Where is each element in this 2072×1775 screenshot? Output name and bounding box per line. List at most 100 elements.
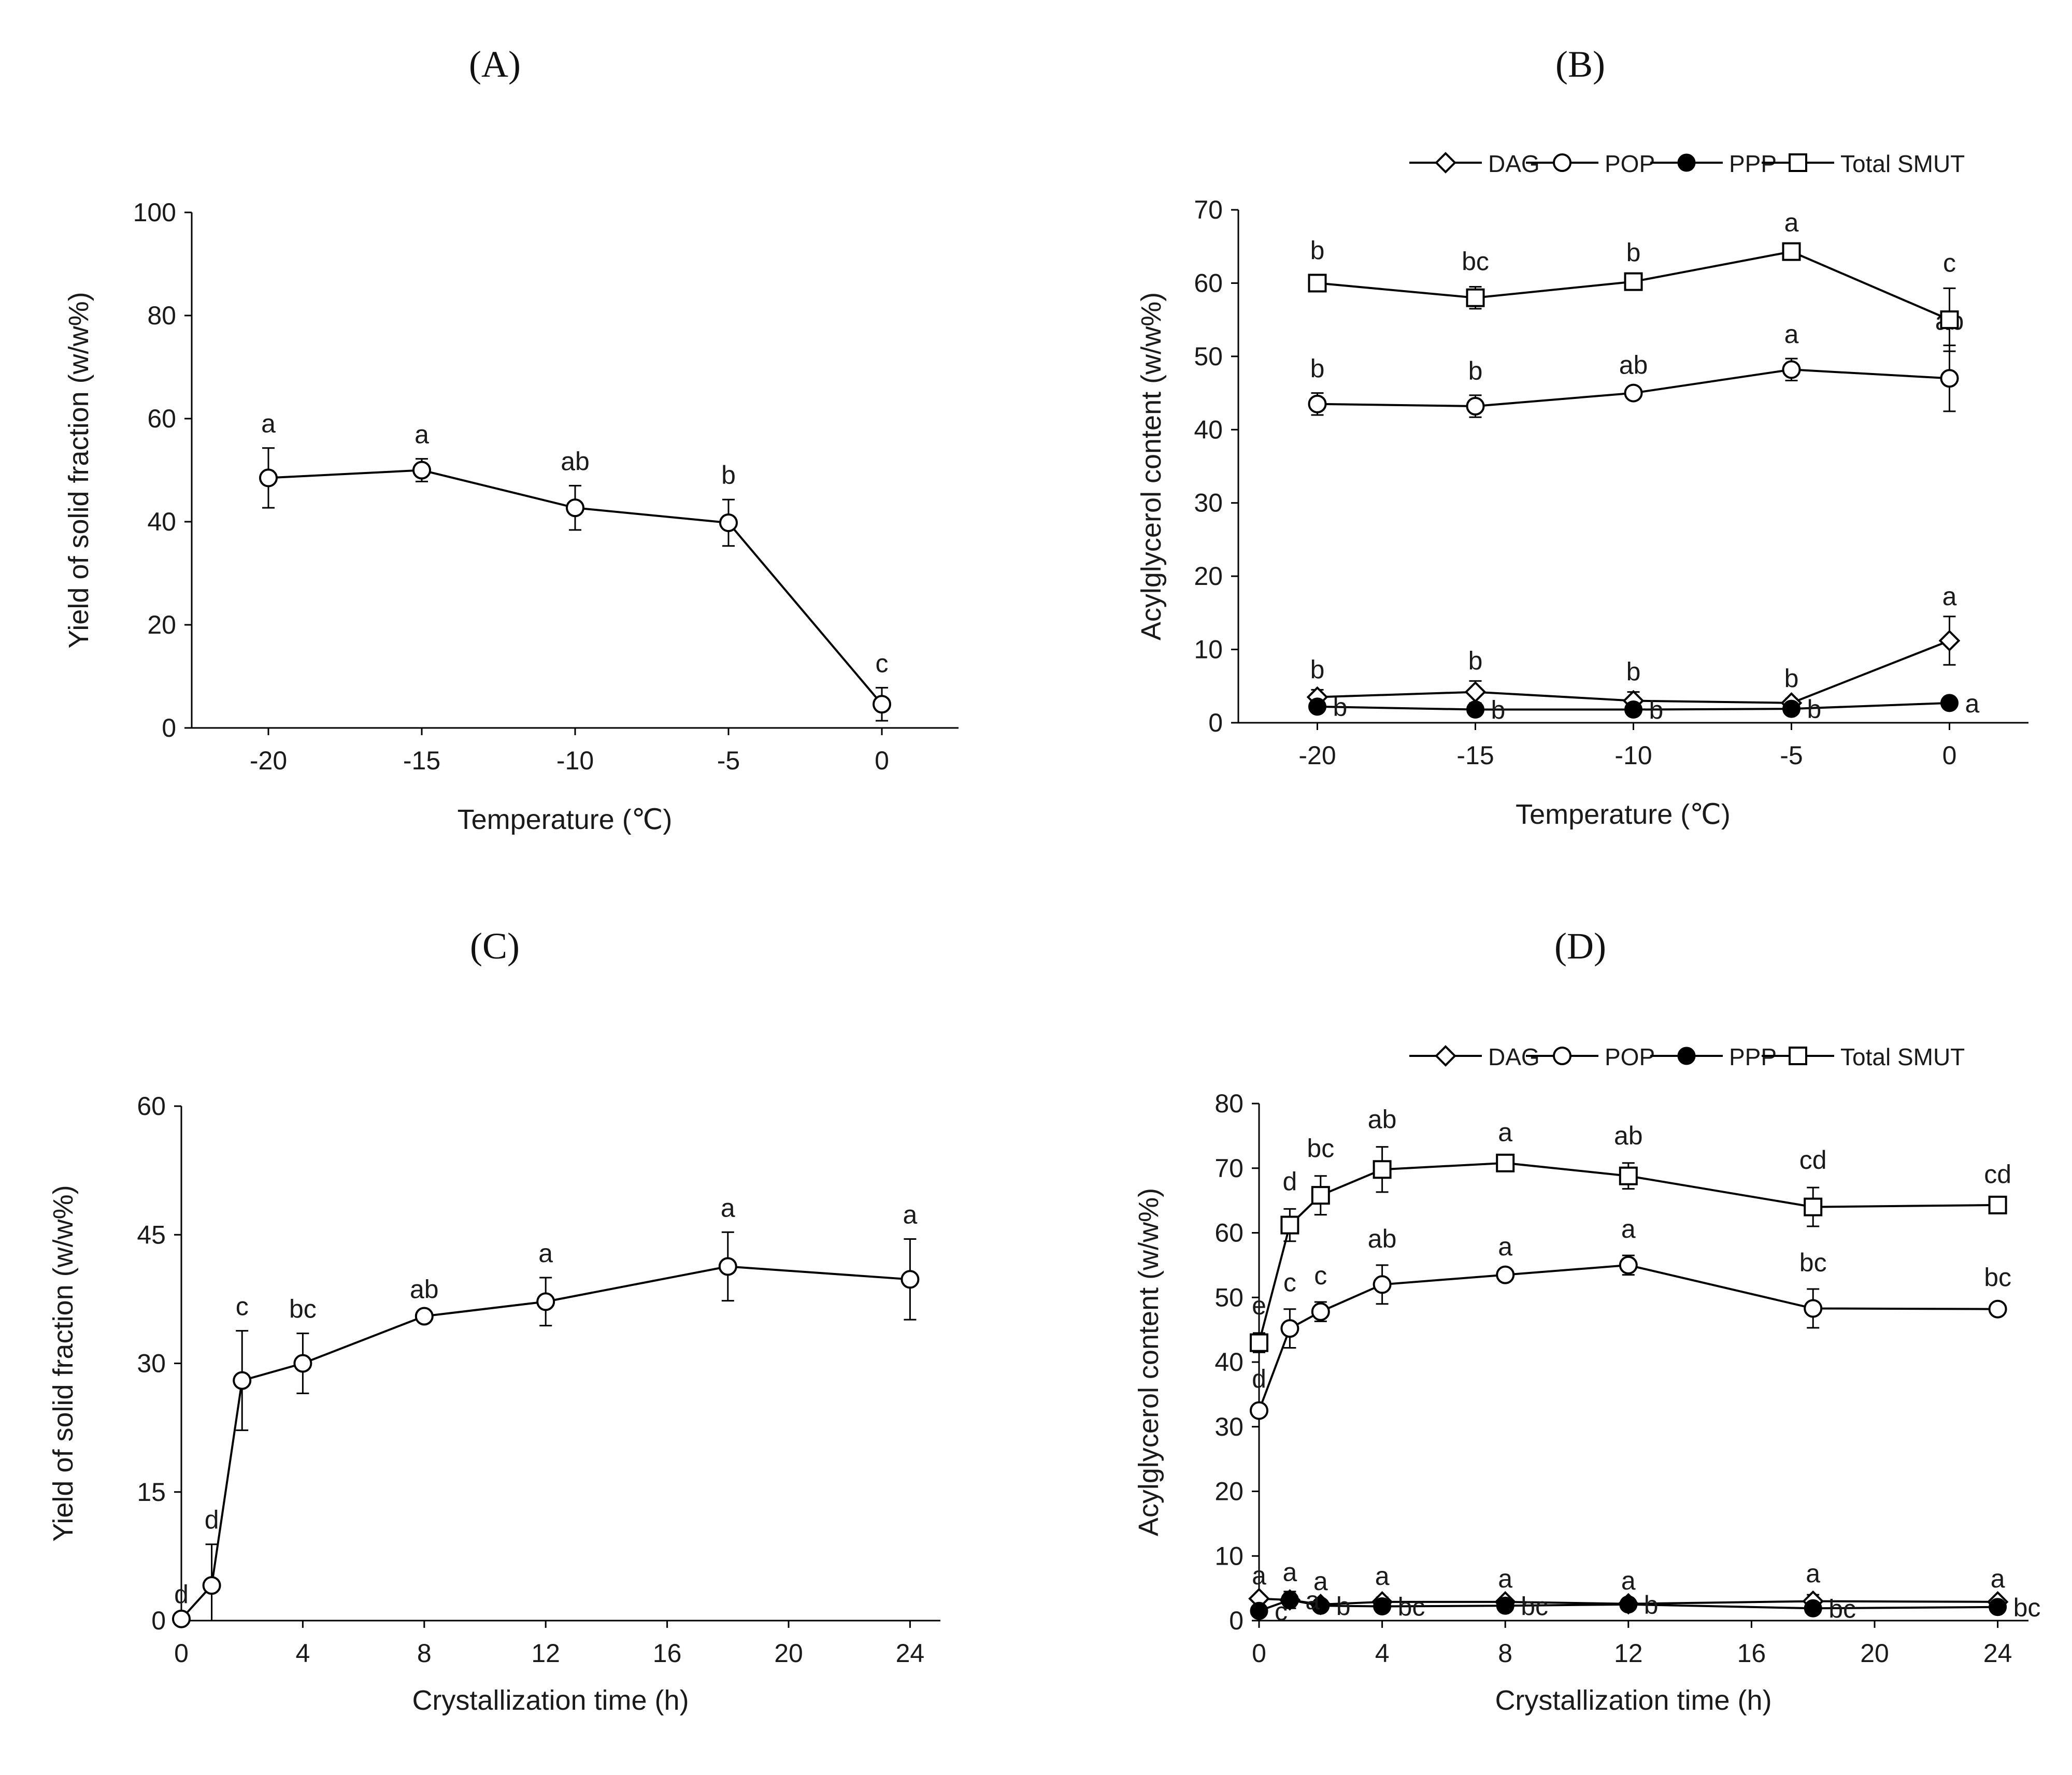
legend-label: POP [1605,150,1655,177]
data-point [1804,1197,1823,1216]
data-point [1466,700,1484,719]
x-axis-label: Crystallization time (h) [1495,1685,1771,1716]
series-dag: b b b b a [1306,582,1961,714]
data-point [566,498,584,518]
panel-c: (C) 0 15 30 45 60 0 4 8 12 16 20 24 Crystallization t… [48,925,940,1716]
x-tick-label: -5 [1780,741,1803,770]
series-pop: bbabaab [1308,307,1964,418]
data-point [1373,1160,1392,1179]
y-tick-label: 30 [1214,1412,1244,1441]
y-tick-label: 50 [1194,342,1223,371]
panel-b: (B) 0 10 20 30 40 50 60 70 -20 -15 -10 -5 0 Temperatur… [1136,44,2028,830]
data-point [1311,1302,1330,1321]
x-tick-label: -15 [1456,741,1494,770]
data-point [1988,1195,2007,1214]
significance-letter: a [1965,689,1980,718]
significance-letter: b [1649,696,1664,725]
data-point [719,513,738,532]
x-tick-label: -20 [250,746,287,775]
significance-letter: a [1991,1564,2005,1593]
y-tick-label: 10 [1194,635,1223,664]
y-tick-label: 60 [1214,1219,1244,1248]
data-point [1804,1599,1822,1617]
y-tick-label: 30 [137,1349,166,1378]
significance-letter: b [1336,1592,1351,1621]
significance-letter: b [1468,646,1483,675]
data-point [1940,694,1959,712]
y-tick-label: 70 [1194,195,1223,224]
data-point [1464,681,1487,703]
y-tick-label: 60 [137,1092,166,1121]
legend-marker [1553,153,1571,172]
x-tick-label: 16 [1737,1639,1766,1668]
significance-letter: b [721,461,736,490]
significance-letter: b [1468,356,1483,385]
significance-letter: a [1621,1566,1636,1595]
significance-letter: bc [1307,1134,1334,1163]
data-point [412,461,431,480]
significance-letter: ab [1619,351,1648,380]
significance-letter: a [1498,1232,1512,1261]
data-point [202,1576,221,1595]
significance-letter: d [1282,1167,1297,1196]
data-point [233,1371,252,1390]
legend-marker [1789,153,1807,172]
data-point [1280,1591,1299,1609]
series-yield: d d c bc ab a a a [172,1193,920,1628]
data-point [1466,288,1485,307]
significance-letter: ab [1368,1105,1397,1134]
significance-letter: a [903,1200,917,1229]
significance-letter: b [1333,693,1348,722]
y-tick-label: 80 [147,301,176,330]
significance-letter: b [1310,655,1325,684]
panel-title: (B) [1555,44,1605,85]
data-point [1624,272,1643,291]
significance-letter: a [1498,1564,1512,1593]
y-tick-label: 80 [1214,1089,1244,1118]
data-point [1496,1596,1514,1615]
data-point [1782,242,1801,261]
legend-label: Total SMUT [1840,150,1965,177]
series-yield: a a ab b c [259,409,891,722]
y-tick-label: 60 [147,404,176,433]
x-tick-label: 0 [1252,1639,1266,1668]
y-axis-label: Acylglycerol content (w/w%) [1133,1188,1164,1536]
y-axis-label: Yield of solid fraction (w/w%) [48,1185,79,1541]
significance-letter: a [1375,1562,1390,1591]
legend-item-pop: POP [1526,1043,1655,1070]
legend-marker [1677,153,1696,172]
series-total-smut: b bc b a c [1308,208,1959,352]
significance-letter: bc [1828,1594,1856,1623]
panel-a: (A) 0 20 40 60 80 100 -20 -15 -10 -5 0 Temperature (… [63,44,959,835]
significance-letter: a [1313,1567,1328,1596]
significance-letter: a [415,420,429,449]
significance-letter: bc [1398,1593,1425,1622]
data-point [1250,1401,1268,1420]
data-point [1308,697,1326,716]
data-point [1782,360,1801,379]
data-point [1619,1255,1638,1275]
y-tick-label: 70 [1214,1154,1244,1183]
significance-letter: a [1282,1558,1297,1587]
significance-letter: bc [289,1295,317,1324]
data-point [1308,274,1327,293]
data-point [415,1307,434,1326]
data-point [1311,1596,1330,1615]
legend-item-ppp: PPP [1650,150,1777,177]
significance-letter: ab [410,1275,439,1304]
significance-letter: a [1252,1561,1266,1590]
significance-letter: a [1784,320,1799,349]
x-tick-label: 24 [1983,1639,2012,1668]
x-axis-label: Temperature (℃) [458,804,673,835]
legend-item-ppp: PPP [1650,1043,1777,1070]
panel-d: (D) 0 10 20 30 40 50 60 70 80 0 4 8 12 16 20 24 Crystalli… [1133,925,2040,1716]
significance-letter: b [1626,657,1641,686]
significance-letter: c [1943,248,1956,277]
y-tick-label: 40 [147,507,176,536]
panel-title: (C) [470,925,520,967]
significance-letter: ab [561,447,590,476]
data-point [1988,1299,2007,1319]
significance-letter: b [1491,696,1506,725]
data-point [1624,700,1642,719]
